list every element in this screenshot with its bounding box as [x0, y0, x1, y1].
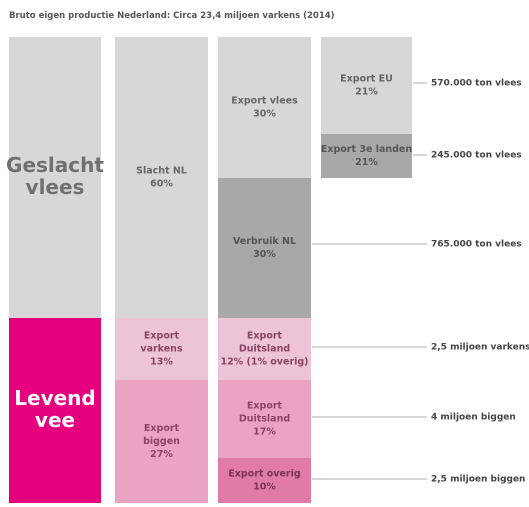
annotation: 245.000 ton vlees [431, 151, 522, 161]
block-label: biggen [143, 436, 180, 447]
block [9, 318, 101, 503]
block-label: Verbruik NL [233, 236, 296, 247]
block-label: Export [144, 423, 180, 434]
block [218, 178, 311, 318]
block [9, 37, 101, 318]
title: Bruto eigen productie Nederland: Circa 2… [9, 11, 335, 21]
block-label: Levend [14, 386, 95, 410]
block-label: Export [247, 331, 283, 342]
block [115, 37, 208, 318]
block [218, 37, 311, 178]
block [115, 380, 208, 503]
block-label: Export [144, 331, 180, 342]
block-label: Duitsland [239, 414, 290, 425]
annotation: 4 miljoen biggen [431, 413, 516, 423]
block-label: Export [247, 401, 283, 412]
block-label: Export overig [228, 469, 300, 480]
block-label: 30% [253, 249, 276, 260]
block-label: vlees [26, 175, 85, 199]
block [321, 134, 412, 178]
block-label: Export EU [340, 74, 393, 85]
block-label: 21% [355, 157, 378, 168]
block-label: 30% [253, 109, 276, 120]
annotation: 765.000 ton vlees [431, 240, 522, 250]
block [218, 380, 311, 458]
block-label: 21% [355, 87, 378, 98]
annotation: 2,5 miljoen biggen [431, 475, 525, 485]
block-label: 17% [253, 427, 276, 438]
block-label: 60% [150, 179, 173, 190]
block [218, 458, 311, 503]
annotation: 570.000 ton vlees [431, 79, 522, 89]
block [321, 37, 412, 134]
block-label: varkens [140, 344, 183, 355]
block-label: Slacht NL [136, 166, 187, 177]
block-label: 10% [253, 482, 276, 493]
block-label: Geslacht [6, 153, 104, 177]
block-label: 12% (1% overig) [220, 357, 308, 368]
block [115, 318, 208, 380]
annotation: 2,5 miljoen varkens [431, 343, 529, 353]
block [218, 318, 311, 380]
block-label: vee [35, 408, 75, 432]
block-label: 13% [150, 357, 173, 368]
block-label: 27% [150, 449, 173, 460]
block-label: Duitsland [239, 344, 290, 355]
block-label: Export 3e landen [321, 144, 413, 155]
block-label: Export vlees [231, 96, 298, 107]
